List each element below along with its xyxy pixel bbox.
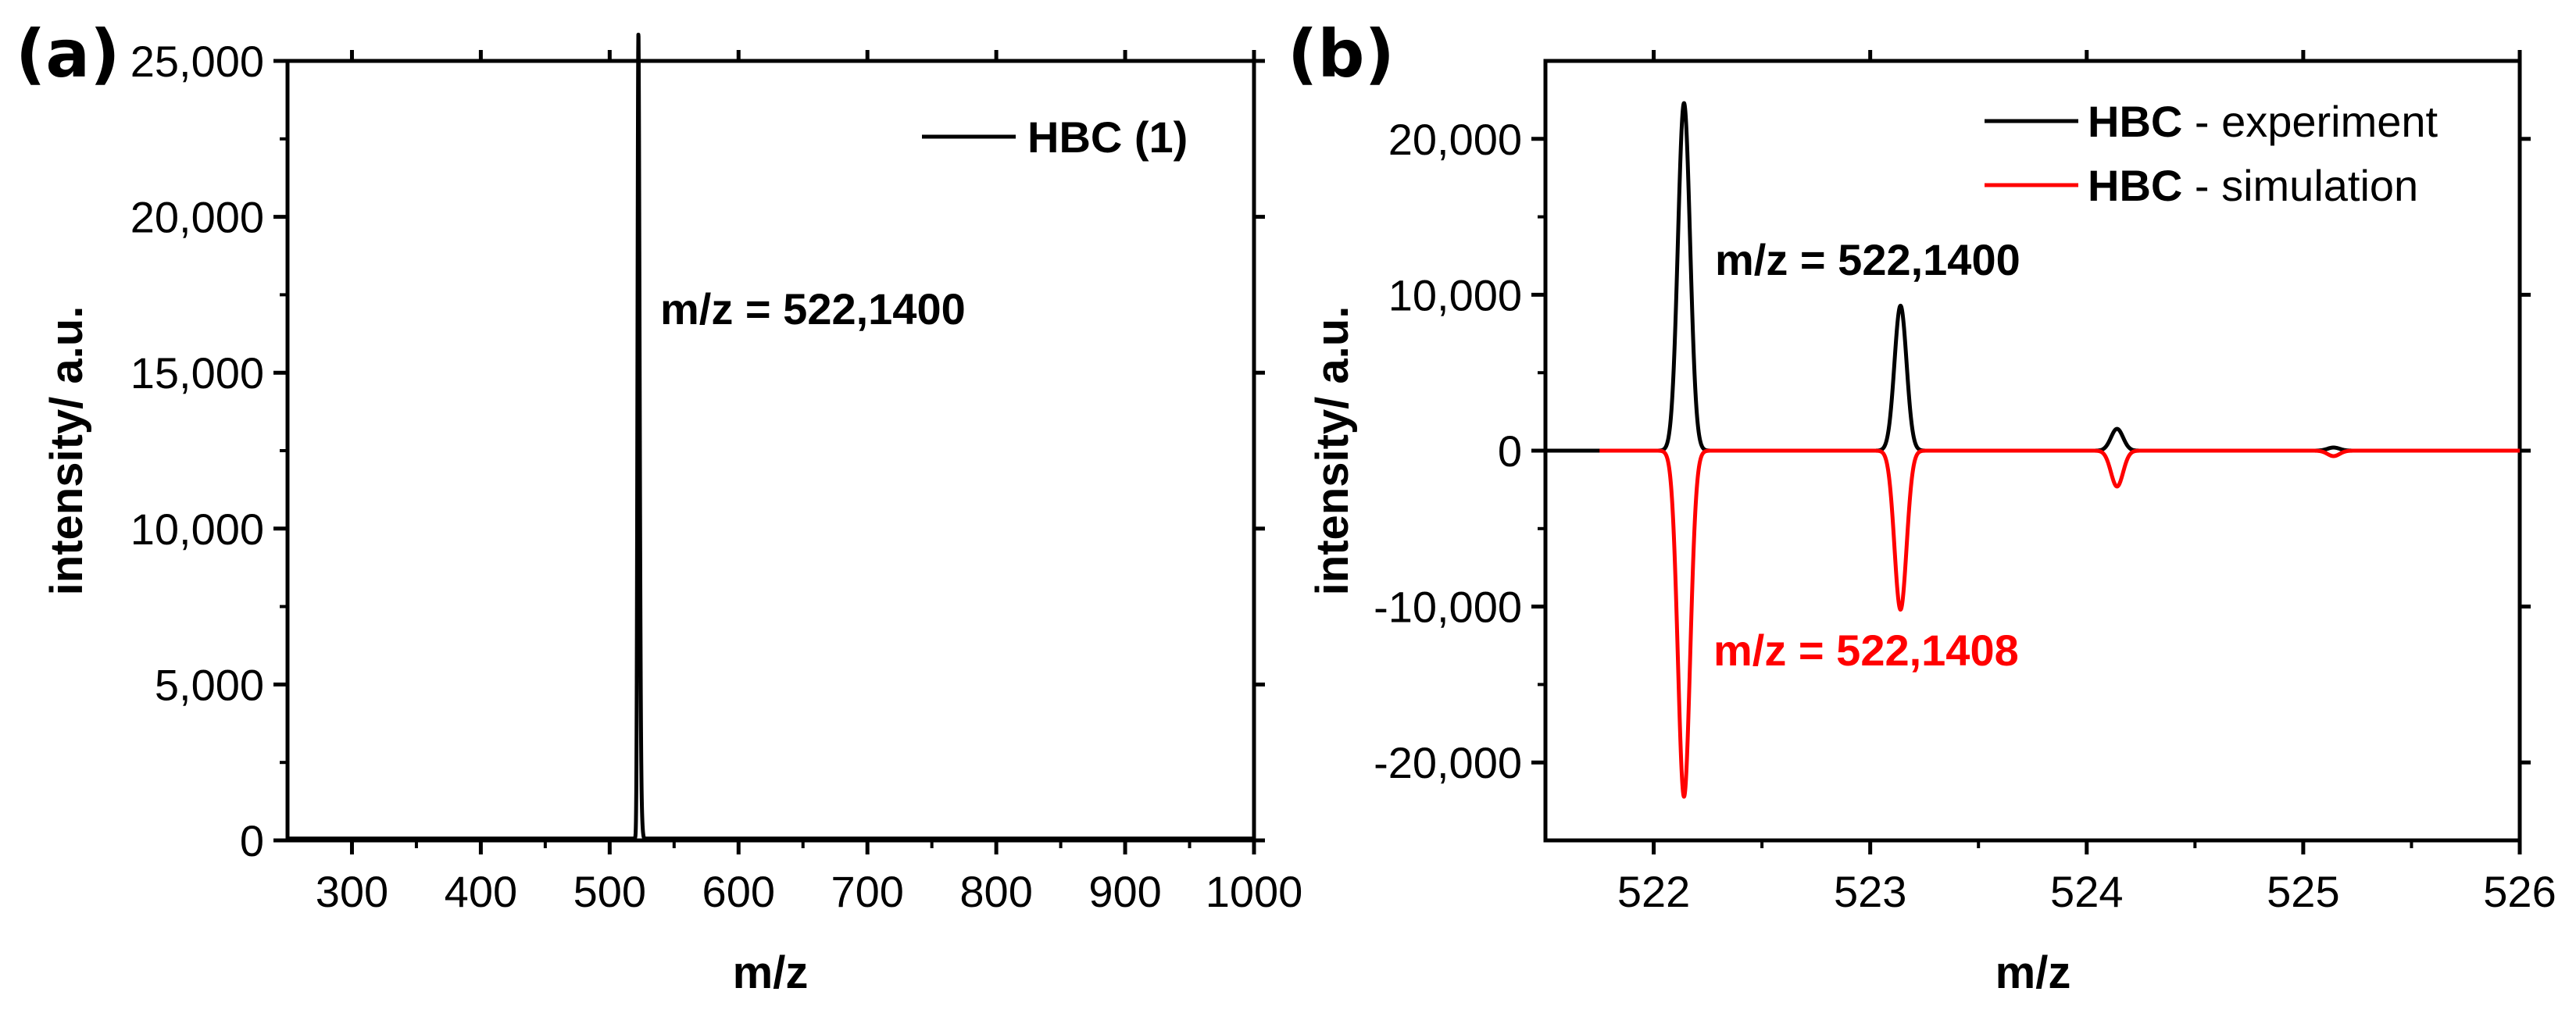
panel-b-legend-experiment-name: HBC <box>2088 97 2182 146</box>
panel-a-y-axis: 0 5,000 10,000 15,000 20,000 25,000 <box>130 37 1265 865</box>
panel-a-peak-annotation: m/z = 522,1400 <box>660 284 966 334</box>
panel-a-series-line-primary <box>285 32 1256 841</box>
panel-a-x-tick-label: 1000 <box>1206 867 1303 916</box>
panel-b-letter: (b) <box>1288 16 1395 92</box>
panel-b-y-tick-label: -20,000 <box>1374 738 1522 787</box>
panel-b-series-line-secondary <box>1598 448 2522 799</box>
panel-a-x-axis-title: m/z <box>733 947 809 998</box>
panel-a-y-tick-label: 5,000 <box>155 660 264 709</box>
panel-b: (b) 522 523 524 525 526 -20,000 -10,000 0 10,00… <box>1288 16 2556 998</box>
panel-a: (a) 300 400 500 600 700 800 900 1000 0 5,000 10,0… <box>16 16 1302 998</box>
panel-b-simulation-annotation: m/z = 522,1408 <box>1713 626 2019 675</box>
panel-a-y-tick-label: 25,000 <box>130 37 264 86</box>
panel-b-y-tick-label: 10,000 <box>1388 270 1522 319</box>
panel-b-x-tick-label: 525 <box>2267 867 2339 916</box>
panel-b-series-line-primary <box>1543 101 2522 453</box>
panel-a-y-tick-label: 10,000 <box>130 505 264 554</box>
panel-a-x-tick-label: 800 <box>959 867 1032 916</box>
panel-a-x-tick-label: 600 <box>702 867 775 916</box>
panel-b-legend-label-experiment: HBC - experiment <box>2088 97 2438 146</box>
panel-b-y-tick-label: -10,000 <box>1374 583 1522 632</box>
panel-a-letter: (a) <box>16 16 120 92</box>
panel-b-y-axis: -20,000 -10,000 0 10,000 20,000 <box>1374 115 2531 787</box>
panel-b-x-axis-title: m/z <box>1995 947 2071 998</box>
panel-a-legend: HBC (1) <box>922 112 1188 162</box>
panel-b-legend: HBC - experiment HBC - simulation <box>1985 97 2438 210</box>
panel-b-legend-simulation-name: HBC <box>2088 161 2182 210</box>
panel-b-y-tick-label: 0 <box>1498 426 1522 476</box>
panel-b-x-axis: 522 523 524 525 526 <box>1617 50 2556 916</box>
panel-b-y-tick-label: 20,000 <box>1388 115 1522 164</box>
panel-a-legend-label: HBC (1) <box>1027 112 1188 162</box>
panel-a-y-tick-label: 15,000 <box>130 348 264 398</box>
panel-a-x-tick-label: 700 <box>831 867 903 916</box>
panel-b-legend-experiment-suffix: - experiment <box>2182 97 2438 146</box>
panel-b-x-tick-label: 523 <box>1834 867 1906 916</box>
panel-b-x-tick-label: 526 <box>2483 867 2556 916</box>
panel-b-experiment-annotation: m/z = 522,1400 <box>1715 235 2020 284</box>
panel-b-legend-simulation-suffix: - simulation <box>2182 161 2418 210</box>
panel-a-x-tick-label: 300 <box>316 867 388 916</box>
panel-b-legend-label-simulation: HBC - simulation <box>2088 161 2418 210</box>
panel-b-y-axis-title: intensity/ a.u. <box>1307 306 1358 596</box>
panel-a-x-tick-label: 400 <box>445 867 517 916</box>
panel-b-x-tick-label: 524 <box>2050 867 2123 916</box>
panel-b-x-tick-label: 522 <box>1617 867 1690 916</box>
panel-a-series <box>285 32 1256 841</box>
panel-a-plot-frame <box>285 59 1256 843</box>
panel-a-y-tick-label: 0 <box>240 816 264 865</box>
panel-b-series <box>1543 101 2522 799</box>
panel-a-y-tick-label: 20,000 <box>130 193 264 242</box>
panel-a-y-axis-title: intensity/ a.u. <box>41 306 92 596</box>
panel-a-x-tick-label: 500 <box>573 867 646 916</box>
panel-a-x-tick-label: 900 <box>1088 867 1161 916</box>
panel-a-x-axis: 300 400 500 600 700 800 900 1000 <box>316 50 1303 916</box>
